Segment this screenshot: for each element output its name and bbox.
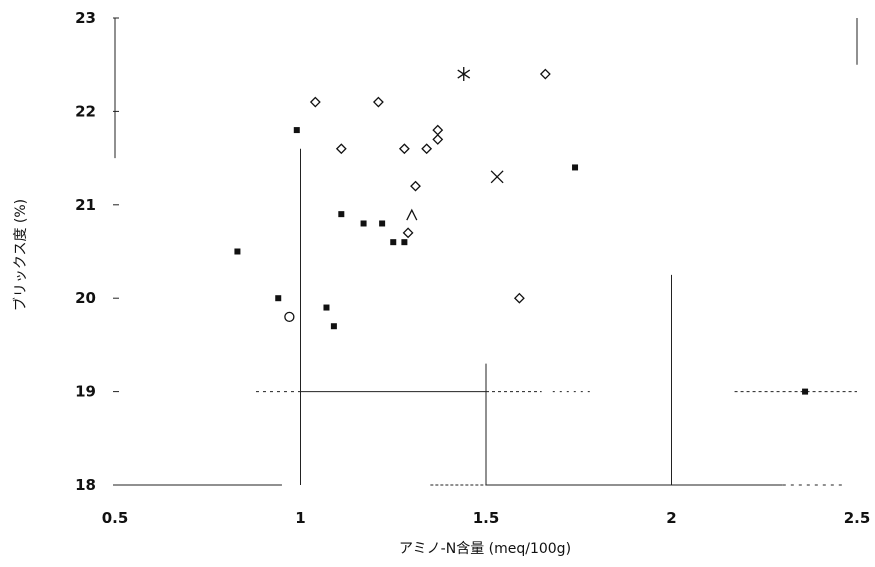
y-axis-ticks: 18 19 20 21 22 23 xyxy=(75,9,119,494)
plot-artifact-lines xyxy=(114,18,858,486)
x-tick-label: 1 xyxy=(295,509,305,527)
filled-square-point xyxy=(323,304,330,311)
open-diamond-point xyxy=(421,143,433,155)
open-diamond-point xyxy=(372,96,384,108)
y-tick-label: 20 xyxy=(75,289,96,307)
filled-square-point xyxy=(390,239,397,246)
open-diamond-point xyxy=(432,124,444,136)
filled-square-point xyxy=(234,248,241,255)
filled-square-point xyxy=(401,239,408,246)
x-tick-label: 0.5 xyxy=(102,509,129,527)
filled-square-point xyxy=(338,211,345,218)
y-tick-label: 23 xyxy=(75,9,96,27)
open-diamond-point xyxy=(432,134,444,145)
filled-square-point xyxy=(293,127,300,134)
y-tick-label: 21 xyxy=(75,196,96,214)
open-diamond-point xyxy=(398,143,410,155)
data-points xyxy=(234,67,809,395)
y-axis-title: ブリックス度 (%) xyxy=(12,199,29,311)
open-diamond-point xyxy=(309,96,321,108)
x-axis-title: アミノ-N含量 (meq/100g) xyxy=(399,541,571,557)
open-diamond-point xyxy=(539,68,551,80)
filled-square-point xyxy=(802,388,809,395)
asterisk-point xyxy=(457,67,471,82)
x-tick-label: 1.5 xyxy=(473,509,500,527)
open-diamond-point xyxy=(402,227,414,239)
filled-square-point xyxy=(275,295,282,302)
y-tick-label: 22 xyxy=(75,102,96,120)
open-diamond-point xyxy=(335,143,347,155)
open-diamond-point xyxy=(513,292,525,304)
open-circle-point xyxy=(284,311,295,323)
cross-point xyxy=(490,170,504,184)
x-tick-label: 2.5 xyxy=(844,509,871,527)
y-tick-label: 19 xyxy=(75,383,96,401)
open-diamond-point xyxy=(410,180,421,192)
x-axis-ticks: 0.5 1 1.5 2 2.5 xyxy=(102,509,871,527)
filled-square-point xyxy=(572,164,579,171)
filled-square-point xyxy=(379,220,386,227)
caret-point xyxy=(406,208,418,221)
x-tick-label: 2 xyxy=(666,509,676,527)
y-tick-label: 18 xyxy=(75,476,96,494)
filled-square-point xyxy=(330,323,337,330)
filled-square-point xyxy=(360,220,367,227)
